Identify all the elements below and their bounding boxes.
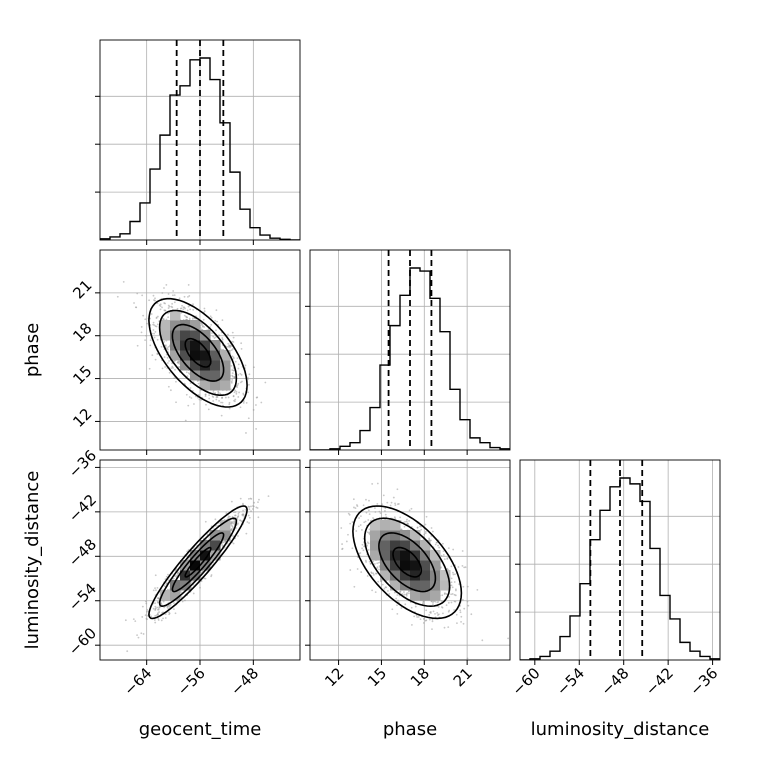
xtick-label: 18 [407, 664, 433, 690]
ylabel-luminosity-distance: luminosity_distance [22, 471, 43, 650]
xtick-label: 21 [450, 664, 476, 690]
xtick-label: −56 [174, 664, 209, 699]
ylabel-phase: phase [22, 323, 43, 377]
histogram-luminosity_distance [520, 477, 720, 660]
xtick-label: −48 [227, 664, 262, 699]
panel-frame [519, 459, 721, 661]
ytick-label: −42 [65, 491, 100, 526]
density-blocks [160, 310, 231, 391]
ytick-label: −60 [65, 624, 100, 659]
xtick-label: 12 [321, 664, 347, 690]
histogram-geocent_time [100, 57, 300, 240]
contour-2 [158, 517, 238, 608]
contour-1 [171, 323, 225, 382]
xlabel-luminosity-distance: luminosity_distance [531, 719, 710, 740]
ytick-label: 15 [69, 362, 95, 388]
panel-1-1 [305, 249, 511, 455]
contour-0 [184, 546, 212, 578]
panel-frame [309, 249, 511, 451]
ytick-label: −36 [65, 446, 100, 481]
panel-0-0 [95, 39, 301, 245]
panel-2-1: 12 15 18 21 [305, 459, 511, 690]
density-blocks [370, 520, 451, 601]
contour-3 [148, 505, 248, 620]
contour-1 [171, 532, 225, 593]
panel-frame [309, 459, 511, 661]
ytick-label: 21 [69, 276, 95, 302]
xtick-label: −54 [553, 664, 588, 699]
panel-1-0: 12 15 18 21 [69, 249, 301, 455]
contour-2 [363, 517, 451, 608]
contour-3 [352, 505, 463, 620]
ytick-label: −48 [65, 535, 100, 570]
contour-2 [158, 309, 238, 396]
ytick-label: −54 [65, 580, 100, 615]
ytick-label: 12 [69, 405, 95, 431]
xtick-label: −48 [597, 664, 632, 699]
grid [100, 460, 300, 660]
panel-2-2: −60 −54 −48 −42 −36 [509, 459, 721, 699]
ytick-label: 18 [69, 319, 95, 345]
contour-0 [184, 337, 212, 368]
histogram-phase [310, 267, 510, 450]
grid [520, 460, 720, 660]
xlabel-phase: phase [383, 719, 437, 740]
xtick-label: −42 [642, 664, 677, 699]
xtick-label: −60 [509, 664, 544, 699]
xlabel-geocent-time: geocent_time [139, 719, 262, 740]
contour-3 [148, 297, 248, 408]
contour-0 [392, 546, 423, 578]
xtick-label: −36 [686, 664, 721, 699]
panel-2-0: −64 −56 −48 −60 −54 −48 −42 −36 [65, 446, 301, 699]
xtick-label: 15 [364, 664, 390, 690]
contour-1 [378, 532, 437, 593]
xtick-label: −64 [120, 664, 155, 699]
